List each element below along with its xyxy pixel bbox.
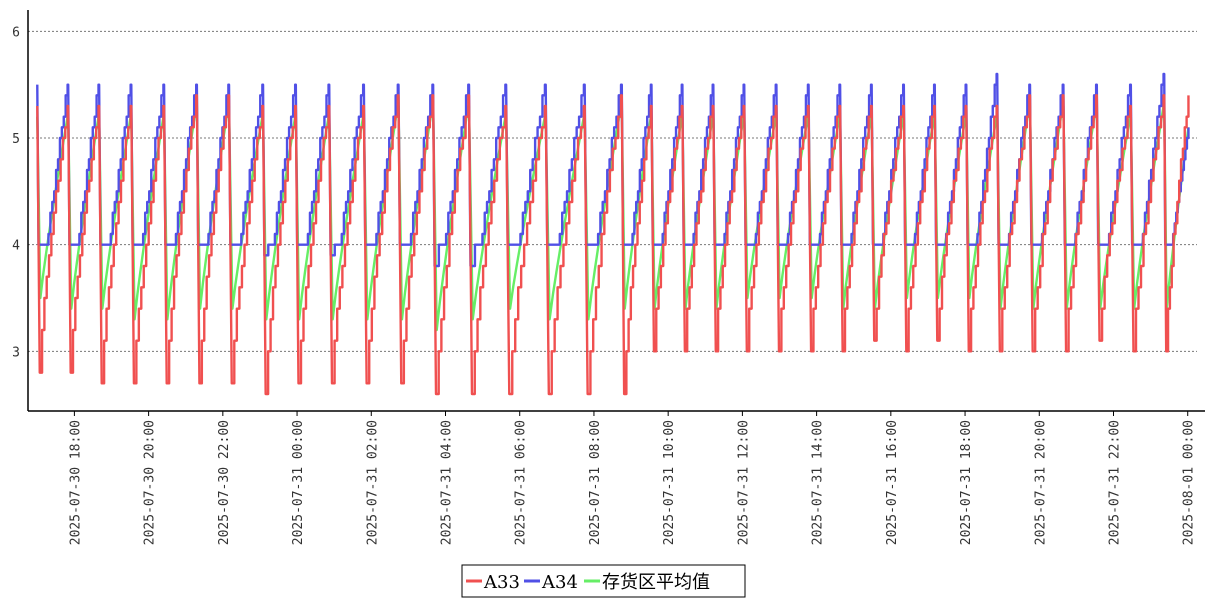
x-tick-label: 2025-07-31 12:00 [736,420,751,545]
x-tick-label: 2025-07-31 00:00 [291,420,306,545]
y-tick-label: 6 [12,25,20,40]
x-tick-label: 2025-07-30 18:00 [68,420,83,545]
y-axis: 3 4 5 6 [12,10,29,411]
legend-label-a33: A33 [483,572,520,593]
legend-label-inventory-average: 存货区平均值 [602,572,710,593]
x-axis: 2025-07-30 18:00 2025-07-30 20:00 2025-07-… [28,410,1205,545]
x-tick-label: 2025-07-31 06:00 [514,420,529,545]
legend-label-a34: A34 [541,572,578,593]
series-line-a33 [36,94,1190,396]
y-tick-label: 3 [12,345,20,360]
x-tick-label: 2025-07-31 08:00 [588,420,603,545]
x-tick-label: 2025-07-30 22:00 [217,420,232,545]
x-tick-label: 2025-07-31 04:00 [440,420,455,545]
x-tick-label: 2025-07-31 22:00 [1108,420,1123,545]
y-tick-label: 5 [12,132,20,147]
x-tick-label: 2025-07-30 20:00 [143,420,158,545]
legend-box [461,564,746,598]
x-tick-label: 2025-07-31 10:00 [662,420,677,545]
x-tick-label: 2025-08-01 00:00 [1182,420,1197,545]
x-tick-label: 2025-07-31 14:00 [811,420,826,545]
series-line-a34 [36,72,1190,268]
y-tick-label: 4 [12,239,20,254]
x-tick-label: 2025-07-31 18:00 [959,420,974,545]
x-tick-label: 2025-07-31 16:00 [885,420,900,545]
x-tick-label: 2025-07-31 02:00 [365,420,380,545]
x-tick-label: 2025-07-31 20:00 [1033,420,1048,545]
grid-lines [28,30,1197,352]
legend: A33 A34 存货区平均值 [461,564,746,598]
series-lines [36,72,1190,396]
